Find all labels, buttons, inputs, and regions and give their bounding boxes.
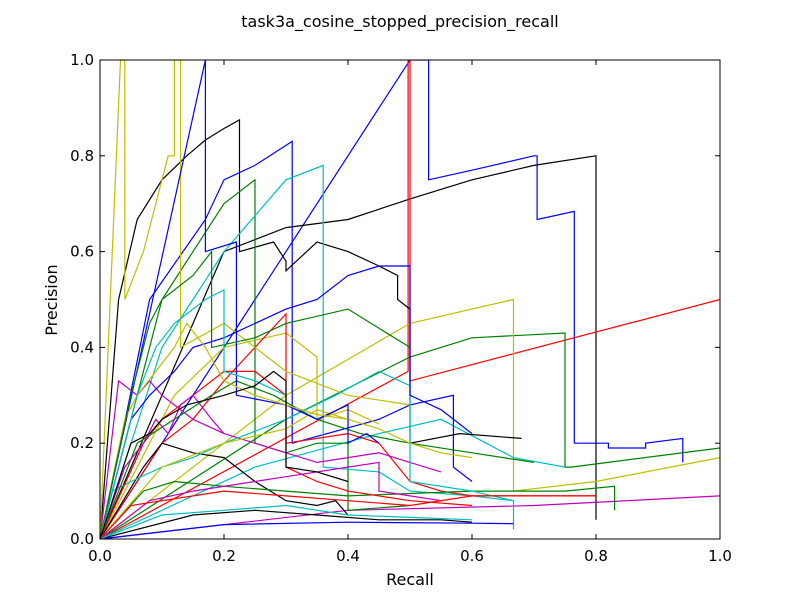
series-line-25: [100, 521, 514, 539]
series-line-27: [100, 490, 596, 539]
series-line-20: [100, 265, 473, 539]
series-line-22: [100, 409, 473, 539]
series-line-32: [100, 288, 287, 539]
series-line-26: [100, 504, 473, 539]
series-line-31: [100, 394, 225, 539]
x-tick-label: 0.2: [212, 547, 236, 565]
x-tick-label: 1.0: [708, 547, 732, 565]
series-line-15: [100, 442, 349, 539]
series-line-16: [100, 480, 616, 539]
tick-layer: 0.0 0.2 0.4 0.6 0.8 1.0 0.0 0.2 0.4 0.6 0.8 1.0: [70, 51, 732, 565]
series-layer: [100, 60, 720, 539]
y-axis-label: Precision: [42, 264, 61, 335]
x-tick-label: 0.6: [460, 547, 484, 565]
x-tick-label: 0.4: [336, 547, 360, 565]
y-tick-label: 0.8: [70, 147, 94, 165]
axes-frame: [99, 59, 721, 540]
series-line-11: [100, 332, 380, 539]
series-line-3: [100, 60, 720, 539]
x-tick-label: 0.8: [584, 547, 608, 565]
series-line-17: [100, 60, 411, 539]
series-line-29: [100, 322, 349, 539]
series-line-9: [100, 118, 522, 539]
y-tick-label: 1.0: [70, 51, 94, 69]
y-tick-label: 0.0: [70, 530, 94, 548]
series-line-8: [100, 140, 473, 539]
series-line-33: [100, 370, 349, 539]
series-line-24: [100, 509, 473, 539]
series-line-30: [100, 249, 411, 539]
chart-title: task3a_cosine_stopped_precision_recall: [241, 12, 558, 32]
series-line-12: [100, 164, 515, 539]
x-axis-label: Recall: [386, 570, 434, 589]
x-tick-label: 0.0: [88, 547, 112, 565]
series-line-1: [100, 60, 684, 539]
y-tick-label: 0.4: [70, 338, 94, 356]
y-tick-label: 0.2: [70, 434, 94, 452]
y-tick-label: 0.6: [70, 243, 94, 261]
